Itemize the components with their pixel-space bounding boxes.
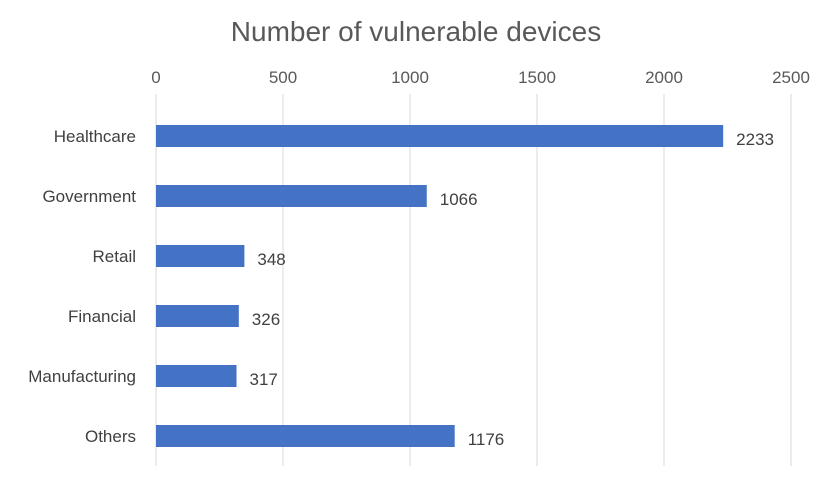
category-labels: Healthcare Government Retail Financial Manuf… bbox=[28, 127, 136, 446]
data-label: 317 bbox=[250, 370, 278, 389]
chart-title: Number of vulnerable devices bbox=[231, 16, 601, 47]
category-label: Manufacturing bbox=[28, 367, 136, 386]
x-tick-label: 0 bbox=[151, 68, 160, 87]
category-label: Others bbox=[85, 427, 136, 446]
category-label: Financial bbox=[68, 307, 136, 326]
data-label: 348 bbox=[257, 250, 285, 269]
x-tick-label: 500 bbox=[269, 68, 297, 87]
bar-government bbox=[156, 185, 427, 207]
data-label: 1066 bbox=[440, 190, 478, 209]
bar-retail bbox=[156, 245, 245, 267]
data-label: 1176 bbox=[468, 430, 505, 449]
bars bbox=[156, 125, 724, 447]
x-tick-label: 2500 bbox=[772, 68, 810, 87]
bar-manufacturing bbox=[156, 365, 237, 387]
bar-financial bbox=[156, 305, 239, 327]
data-label: 326 bbox=[252, 310, 280, 329]
x-tick-label: 1500 bbox=[518, 68, 556, 87]
gridlines bbox=[155, 94, 792, 466]
data-label: 2233 bbox=[736, 130, 774, 149]
category-label: Government bbox=[42, 187, 136, 206]
category-label: Healthcare bbox=[54, 127, 136, 146]
data-labels: 2233 1066 348 326 317 1176 bbox=[250, 130, 774, 449]
category-label: Retail bbox=[93, 247, 136, 266]
x-tick-label: 2000 bbox=[645, 68, 683, 87]
bar-others bbox=[156, 425, 455, 447]
x-axis-ticks: 0 500 1000 1500 2000 2500 bbox=[151, 68, 810, 87]
x-tick-label: 1000 bbox=[391, 68, 429, 87]
bar-healthcare bbox=[156, 125, 724, 147]
